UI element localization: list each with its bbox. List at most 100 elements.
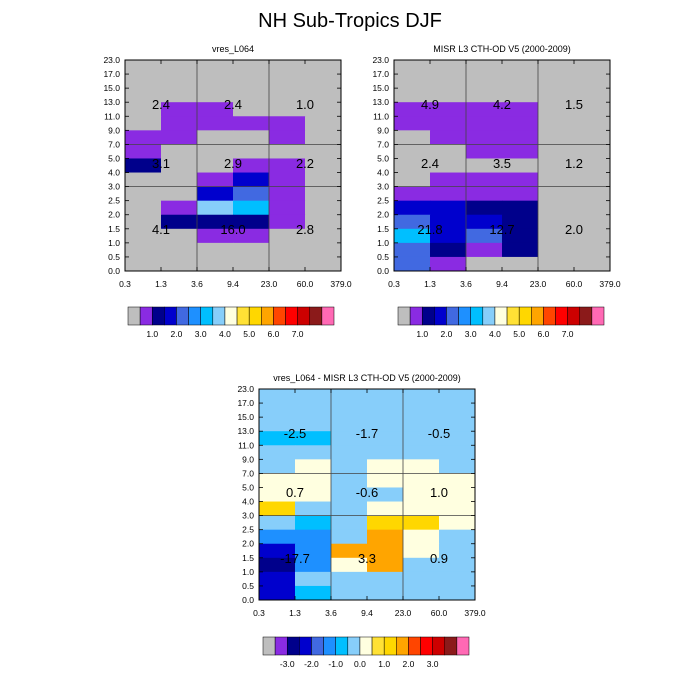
colorbar-box [458,306,471,326]
regime-total-label: -1.7 [356,426,378,441]
y-tick-label: 3.0 [377,182,389,192]
y-tick-label: 1.0 [108,238,120,248]
y-tick-label: 0.0 [242,595,254,605]
colorbar-tick-label: 3.0 [195,329,207,339]
x-tick-label: 3.6 [460,279,472,289]
heatmap-cell [502,172,539,187]
regime-total-label: 2.0 [565,222,583,237]
colorbar-box [151,306,165,326]
x-tick-label: 9.4 [227,279,239,289]
heatmap-cell [233,74,270,89]
heatmap-cell [259,487,296,502]
y-tick-label: 5.0 [377,153,389,163]
y-tick-label: 7.0 [108,139,120,149]
heatmap-cell [269,88,306,103]
colorbar-tick-label: 2.0 [402,659,414,669]
heatmap-cell [259,431,296,446]
y-tick-label: 1.0 [242,567,254,577]
heatmap-cell [295,571,332,587]
heatmap-cell [125,102,162,117]
panel-title: vres_L064 [212,44,254,54]
heatmap-cell [394,256,431,272]
y-tick-label: 11.0 [104,111,120,121]
colorbar-tick-label: 6.0 [267,329,279,339]
regime-total-label: 4.9 [421,97,439,112]
heatmap-cell [439,431,476,446]
y-tick-label: 2.0 [108,210,120,220]
colorbar-box [224,306,238,326]
heatmap-cell [259,571,296,587]
heatmap-cell [439,473,476,488]
y-tick-label: 0.0 [108,266,120,276]
heatmap-cell [538,158,575,173]
heatmap-cell [430,186,467,202]
heatmap-cell [538,60,575,75]
heatmap-cell [394,74,431,89]
heatmap-cell [197,102,234,117]
heatmap-cell [439,459,476,474]
heatmap-cell [269,74,306,89]
heatmap-cell [269,228,306,244]
heatmap-cell [538,130,575,145]
heatmap-cell [403,529,440,545]
heatmap-cell [439,543,476,559]
heatmap-cell [394,88,431,103]
heatmap-cell [259,501,296,516]
heatmap-cell [394,102,431,117]
heatmap-cell [394,130,431,145]
heatmap-cell [125,74,162,89]
heatmap-cell [197,158,234,173]
heatmap-cell [466,116,503,131]
y-tick-label: 7.0 [377,139,389,149]
heatmap-cell [574,74,611,89]
regime-total-label: 2.4 [152,97,170,112]
colorbar-box [274,636,288,656]
heatmap-cell [367,459,404,474]
regime-total-label: 4.1 [152,222,170,237]
heatmap-cell [367,557,404,573]
heatmap-cell [394,144,431,159]
colorbar-tick-label: -1.0 [328,659,343,669]
heatmap-cell [430,172,467,187]
colorbar-box [543,306,556,326]
y-tick-label: 0.5 [377,252,389,262]
x-tick-label: 23.0 [395,608,412,618]
heatmap-cell [295,389,332,404]
x-tick-label: 60.0 [566,279,583,289]
heatmap-cell [574,214,611,230]
heatmap-cell [331,585,368,601]
x-tick-label: 0.3 [388,279,400,289]
heatmap-cell [161,102,198,117]
heatmap-cell [367,417,404,432]
heatmap-panel-2: MISR L3 CTH-OD V5 (2000-2009) 0.3 1.3 3.6 9.… [372,44,620,339]
heatmap-cell [233,144,270,159]
colorbar-box [273,306,286,326]
heatmap-cell [466,60,503,75]
heatmap-cell [394,172,431,187]
heatmap-cell [233,88,270,103]
colorbar-box [321,306,335,326]
heatmap-cell [197,144,234,159]
heatmap-cell [269,130,306,145]
regime-total-label: -0.5 [428,426,450,441]
colorbar-tick-label: 6.0 [537,329,549,339]
heatmap-cell [161,88,198,103]
colorbar-tick-label: 1.0 [146,329,158,339]
y-tick-label: 5.0 [242,482,254,492]
heatmap-cell [574,186,611,202]
heatmap-cell [197,256,234,272]
colorbar-box [579,306,593,326]
heatmap-cell [125,60,162,75]
heatmap-cell [295,543,332,559]
x-tick-label: 1.3 [424,279,436,289]
heatmap-cell [259,403,296,418]
heatmap-cell [197,60,234,75]
x-tick-label: 1.3 [155,279,167,289]
y-tick-label: 9.0 [242,454,254,464]
y-tick-label: 23.0 [372,55,389,65]
y-tick-label: 3.0 [108,182,120,192]
heatmap-cell [466,102,503,117]
colorbar-box [236,306,250,326]
heatmap-cell [538,256,575,272]
heatmap-cell [331,501,368,516]
